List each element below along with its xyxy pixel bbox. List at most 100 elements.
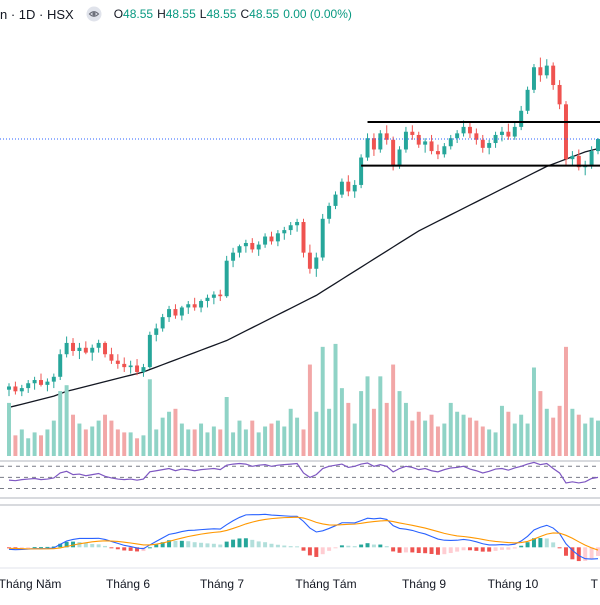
volume-bar: [493, 432, 498, 456]
moving-average-layer: [8, 148, 599, 409]
volume-bar: [589, 417, 594, 456]
candle-body: [211, 294, 216, 298]
volume-bar: [282, 426, 287, 456]
macd-histogram-bar: [64, 541, 69, 548]
volume-bar: [499, 405, 504, 456]
macd-histogram-bar: [480, 547, 485, 552]
eye-icon[interactable]: [86, 6, 102, 22]
symbol-title[interactable]: n · 1D · HSX: [0, 6, 74, 22]
macd-histogram-bar: [7, 547, 11, 549]
rsi-line: [8, 461, 599, 484]
macd-histogram-bar: [429, 547, 434, 554]
macd-histogram-bar: [269, 543, 274, 548]
macd-histogram-bar: [71, 541, 76, 548]
macd-histogram-bar: [410, 547, 415, 553]
volume-bar: [154, 429, 159, 456]
macd-histogram-bar: [589, 547, 594, 559]
volume-bar: [250, 420, 255, 456]
volume-bar: [314, 411, 319, 456]
candle-body: [589, 151, 594, 166]
candle-body: [339, 181, 344, 195]
candle-body: [403, 131, 408, 150]
volume-bar: [224, 397, 229, 456]
candle-body: [371, 138, 376, 150]
volume-layer: [7, 343, 600, 456]
macd-histogram-bar: [179, 540, 184, 548]
close-value: 48.55: [249, 7, 280, 21]
volume-bar: [167, 411, 172, 456]
candle-body: [410, 131, 415, 135]
candle-body: [231, 252, 236, 261]
candle-body: [39, 380, 43, 385]
volume-bar: [179, 423, 184, 456]
volume-bar: [576, 414, 581, 456]
volume-bar: [525, 423, 530, 456]
volume-bar: [570, 408, 575, 456]
macd-histogram-bar: [167, 540, 172, 548]
volume-bar: [506, 411, 511, 456]
volume-bar: [365, 376, 370, 456]
volume-bar: [128, 432, 133, 456]
candle-body: [83, 347, 88, 353]
candle-body: [32, 380, 37, 384]
macd-histogram-bar: [231, 539, 236, 548]
macd-histogram-bar: [320, 547, 325, 555]
candle-body: [525, 89, 530, 111]
candle-body: [51, 376, 56, 382]
candle-body: [487, 143, 492, 148]
macd-histogram-bar: [307, 547, 312, 556]
volume-bar: [186, 429, 191, 456]
macd-pane: [0, 504, 600, 562]
macd-histogram-bar: [544, 538, 549, 548]
volume-bar: [39, 435, 43, 456]
candle-body: [397, 149, 402, 166]
candle-body: [480, 139, 485, 148]
volume-bar: [384, 402, 389, 456]
macd-histogram-bar: [224, 541, 229, 548]
macd-histogram-bar: [576, 547, 581, 562]
volume-bar: [596, 420, 600, 456]
volume-bar: [90, 426, 95, 456]
candle-body: [154, 328, 159, 335]
volume-bar: [83, 429, 88, 456]
macd-histogram-bar: [352, 546, 357, 548]
candle-body: [474, 133, 479, 140]
volume-bar: [551, 417, 556, 456]
candle-body: [58, 354, 63, 377]
candle-body: [461, 126, 466, 134]
macd-histogram-bar: [39, 547, 43, 549]
rsi-pane: [0, 460, 600, 499]
volume-bar: [346, 402, 351, 456]
volume-bar: [115, 429, 120, 456]
macd-histogram-bar: [525, 542, 530, 548]
macd-histogram-bar: [467, 547, 472, 551]
volume-bar: [45, 429, 50, 456]
candle-body: [263, 236, 268, 245]
volume-bar: [327, 408, 332, 456]
volume-bar: [410, 420, 415, 456]
macd-histogram-bar: [397, 547, 402, 553]
candle-body: [224, 260, 229, 297]
month-tick-label: Tháng 6: [106, 577, 150, 591]
macd-histogram-bar: [13, 547, 18, 549]
macd-histogram-bar: [442, 547, 447, 555]
macd-histogram-bar: [205, 543, 210, 548]
macd-histogram-bar: [365, 543, 370, 548]
month-tick-label: Tháng 9: [402, 577, 446, 591]
volume-bar: [160, 417, 165, 456]
candle-body: [135, 365, 140, 372]
macd-histogram-bar: [109, 547, 114, 549]
volume-bar: [538, 391, 543, 456]
macd-histogram-bar: [506, 547, 511, 550]
macd-histogram-bar: [211, 543, 216, 548]
volume-bar: [109, 420, 114, 456]
macd-histogram-bar: [487, 547, 492, 552]
volume-bar: [135, 438, 140, 456]
volume-bar: [122, 432, 127, 456]
volume-bar: [531, 367, 536, 456]
candle-body: [429, 141, 434, 152]
macd-histogram-bar: [493, 547, 498, 551]
volume-bar: [199, 423, 204, 456]
